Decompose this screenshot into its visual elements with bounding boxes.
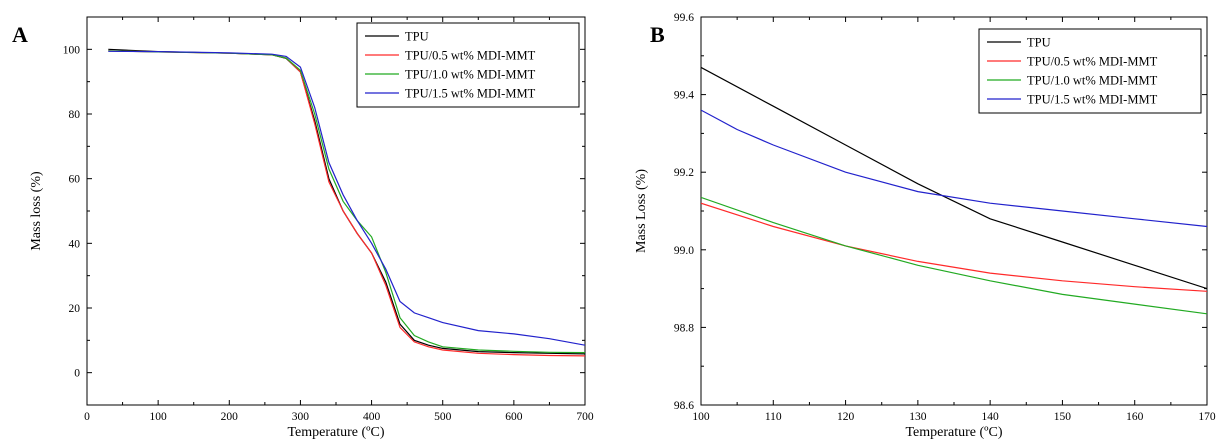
panel-a-xtick-label: 400 — [363, 411, 381, 423]
panel-a-y-axis-title: Mass loss (%) — [29, 171, 44, 251]
panel-a-xtick-label: 500 — [434, 411, 452, 423]
panel-b-xtick-label: 120 — [837, 411, 855, 423]
panel-b-xtick-label: 110 — [765, 411, 782, 423]
panel-b-ytick-label: 99.0 — [674, 245, 694, 257]
panel-b-xtick-label: 150 — [1054, 411, 1072, 423]
panel-a-xtick-label: 0 — [84, 411, 90, 423]
panel-b-ytick-label: 98.6 — [674, 400, 694, 412]
panel-b-ytick-label: 99.4 — [674, 90, 694, 102]
panel-a-legend-label-4: TPU/1.5 wt% MDI-MMT — [405, 87, 536, 101]
panel-a-series-line-3 — [108, 50, 585, 354]
panel-a-ytick-label: 40 — [69, 238, 81, 250]
panel-b-series-line-1 — [701, 66, 1207, 290]
panel-a-letter: A — [12, 22, 28, 47]
panel-a-ytick-label: 60 — [69, 174, 81, 186]
panel-b-x-axis-title: Temperature (ºC) — [905, 425, 1002, 440]
panel-a-ytick-label: 80 — [69, 109, 81, 121]
panel-b-ytick-label: 98.8 — [674, 322, 694, 334]
panel-b-legend-label-4: TPU/1.5 wt% MDI-MMT — [1027, 93, 1158, 107]
panel-b-xtick-label: 130 — [909, 411, 927, 423]
panel-a-xtick-label: 600 — [505, 411, 523, 423]
panel-b-xtick-label: 160 — [1126, 411, 1144, 423]
panel-b-ytick-label: 99.6 — [674, 12, 694, 24]
panel-b-xtick-label: 170 — [1198, 411, 1216, 423]
panel-b-xtick-label: 100 — [692, 411, 710, 423]
panel-b-chart: 100 110 120 130 140 150 160 170 98.6 98.8 99.0 99.2… — [634, 12, 1216, 440]
panel-b-legend-label-1: TPU — [1027, 36, 1051, 50]
panel-a-xtick-label: 300 — [292, 411, 310, 423]
panel-a-x-axis-title: Temperature (ºC) — [287, 425, 384, 440]
panel-b-ytick-label: 99.2 — [674, 167, 694, 179]
panel-b-letter: B — [650, 22, 665, 47]
panel-a-ytick-label: 100 — [63, 44, 81, 56]
panel-b-series-line-2 — [701, 202, 1207, 292]
panel-a-xtick-label: 200 — [221, 411, 239, 423]
panel-a-series-line-4 — [108, 50, 585, 346]
panel-b-xtick-label: 140 — [982, 411, 1000, 423]
panel-b-series-line-4 — [701, 109, 1207, 228]
panel-a-chart: 0 100 200 300 400 500 600 700 0 20 40 60 80 100 Temper… — [29, 16, 594, 440]
panel-a-legend-label-2: TPU/0.5 wt% MDI-MMT — [405, 49, 536, 63]
panel-b-series-line-3 — [701, 196, 1207, 315]
panel-a-xtick-label: 100 — [150, 411, 168, 423]
panel-a-legend-label-3: TPU/1.0 wt% MDI-MMT — [405, 68, 536, 82]
panel-a-xtick-label: 700 — [576, 411, 594, 423]
panel-a-ytick-label: 0 — [74, 368, 80, 380]
panel-b-y-axis-title: Mass Loss (%) — [634, 169, 649, 253]
panel-b-legend-box — [978, 28, 1202, 114]
panel-a-legend-label-1: TPU — [405, 30, 429, 44]
panel-b-legend-label-3: TPU/1.0 wt% MDI-MMT — [1027, 74, 1158, 88]
panel-a-ytick-label: 20 — [69, 303, 81, 315]
panel-b-legend-label-2: TPU/0.5 wt% MDI-MMT — [1027, 55, 1158, 69]
